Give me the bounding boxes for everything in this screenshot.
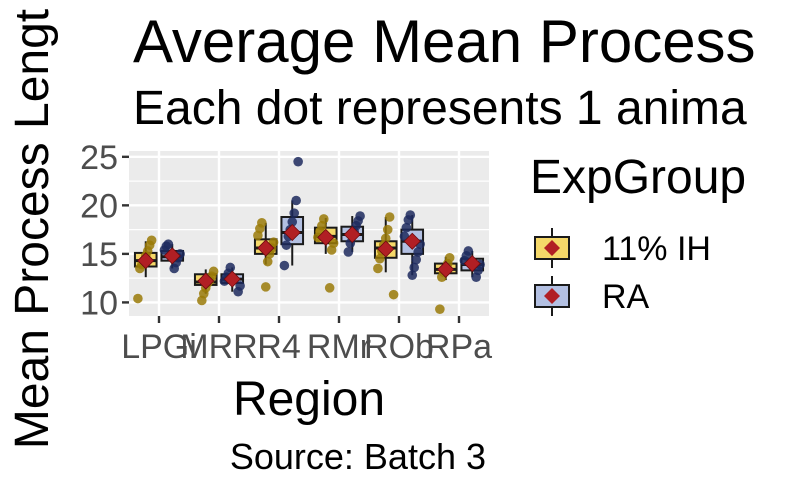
x-tick-label: R4: [257, 328, 300, 366]
legend-label: RA: [602, 278, 650, 316]
data-point: [388, 289, 399, 300]
x-tick-label: ROb: [364, 328, 434, 366]
legend-label: 11% IH: [602, 230, 711, 268]
mean-markers: [137, 223, 481, 290]
data-point: [262, 256, 273, 267]
mean-marker: [377, 240, 395, 258]
caption: Source: Batch 3: [230, 436, 486, 477]
data-point: [435, 304, 445, 315]
x-tick-label: RMr: [307, 328, 371, 366]
data-point: [405, 210, 416, 220]
data-point: [444, 252, 455, 263]
data-point: [411, 254, 421, 265]
data-point: [208, 266, 219, 277]
data-point: [463, 246, 474, 256]
y-tick-label: 15: [80, 236, 118, 274]
data-point: [328, 238, 339, 249]
data-point: [268, 237, 279, 248]
mean-marker: [283, 223, 301, 242]
y-tick-label: 25: [80, 139, 118, 177]
data-point: [133, 293, 143, 304]
chart-subtitle: Each dot represents 1 anima: [133, 82, 747, 135]
data-point: [279, 260, 290, 271]
data-point: [293, 156, 303, 167]
data-point: [407, 270, 418, 281]
mean-marker: [163, 247, 181, 265]
data-point: [401, 222, 412, 233]
data-point: [355, 211, 365, 221]
mean-marker: [317, 228, 335, 246]
data-point: [373, 263, 383, 274]
data-point: [291, 195, 301, 206]
data-point: [260, 282, 271, 292]
data-point: [409, 262, 420, 273]
chart-title: Average Mean Process: [133, 8, 756, 75]
mean-marker: [343, 225, 361, 244]
data-point: [384, 212, 395, 222]
data-point: [146, 235, 157, 246]
x-tick-label: LPGi: [121, 328, 197, 366]
mean-marker: [137, 252, 155, 270]
y-tick-label: 20: [80, 187, 118, 225]
x-tick-label: MRR: [180, 328, 257, 366]
y-tick-label: 10: [80, 284, 118, 322]
x-axis-label: Region: [233, 373, 385, 426]
data-point: [324, 283, 335, 293]
data-point: [225, 262, 236, 273]
legend: ExpGroup 11% IH RA: [530, 151, 746, 318]
data-point: [375, 253, 385, 264]
x-tick-label: RPa: [426, 328, 492, 366]
legend-key-mean: [544, 288, 560, 304]
legend-key-mean: [544, 240, 560, 256]
mean-marker: [197, 272, 215, 290]
y-axis-label: Mean Process Lengt: [6, 9, 59, 449]
plot-panel: [129, 151, 489, 316]
mean-marker: [463, 255, 481, 273]
data-point: [163, 239, 174, 249]
data-point: [380, 233, 391, 244]
data-point: [318, 214, 329, 224]
mean-marker: [437, 260, 455, 278]
data-point: [343, 247, 354, 257]
gridlines: [129, 151, 489, 316]
mean-marker: [223, 270, 241, 288]
data-point: [281, 240, 292, 250]
data-point: [289, 208, 300, 218]
legend-title: ExpGroup: [530, 151, 746, 204]
mean-marker: [257, 239, 275, 257]
data-point: [413, 247, 423, 257]
data-point: [235, 281, 245, 291]
mean-marker: [403, 232, 421, 250]
data-point: [382, 224, 393, 235]
data-point: [287, 217, 298, 227]
y-axis: 10 15 20 25: [80, 139, 129, 322]
data-point: [257, 218, 267, 228]
